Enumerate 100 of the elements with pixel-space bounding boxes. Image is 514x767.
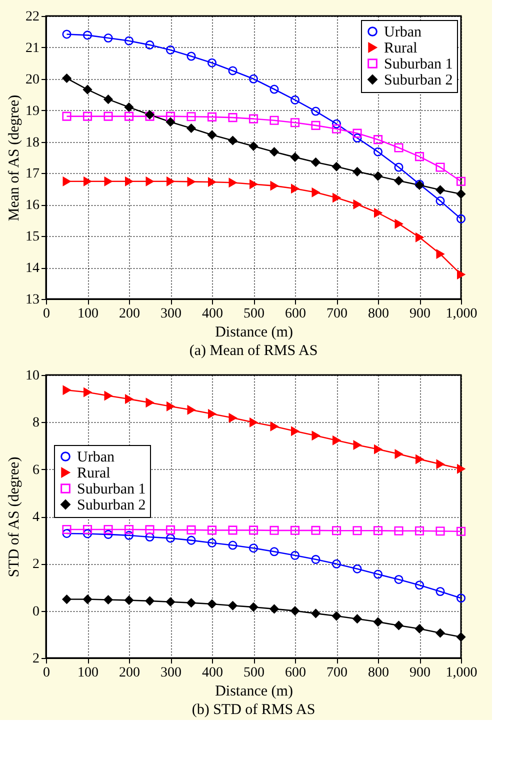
point bbox=[187, 405, 196, 414]
x-tick-label: 0 bbox=[43, 666, 50, 680]
point bbox=[207, 112, 217, 122]
point bbox=[290, 526, 300, 535]
point bbox=[146, 398, 154, 408]
point bbox=[373, 147, 383, 156]
point bbox=[270, 147, 279, 156]
point bbox=[352, 167, 362, 176]
x-axis-title: Distance (m) bbox=[215, 324, 293, 340]
point bbox=[104, 94, 113, 104]
point bbox=[270, 181, 278, 190]
point bbox=[332, 526, 342, 536]
point bbox=[436, 250, 444, 259]
legend-label: Urban bbox=[384, 24, 422, 40]
legend-label: Urban bbox=[77, 450, 115, 466]
y-tick-label: 16 bbox=[26, 198, 40, 214]
point bbox=[456, 464, 466, 474]
point bbox=[352, 128, 362, 138]
point bbox=[228, 136, 238, 146]
point bbox=[124, 596, 134, 605]
x-tick-label: 200 bbox=[119, 306, 140, 322]
point bbox=[436, 526, 445, 536]
y-tick-label: 22 bbox=[26, 10, 40, 24]
point bbox=[436, 185, 445, 194]
point bbox=[353, 200, 362, 209]
point bbox=[270, 604, 279, 614]
x-tick-label: 1,000 bbox=[446, 306, 478, 322]
x-tick-label: 400 bbox=[202, 306, 223, 322]
point bbox=[270, 84, 279, 94]
x-tick-label: 0 bbox=[43, 306, 50, 322]
point bbox=[82, 85, 92, 94]
point bbox=[228, 113, 238, 122]
point bbox=[332, 119, 342, 128]
point bbox=[207, 130, 217, 140]
point bbox=[207, 538, 217, 548]
x-tick-label: 500 bbox=[244, 666, 264, 680]
point bbox=[248, 526, 258, 535]
point bbox=[311, 608, 320, 618]
point bbox=[166, 534, 176, 543]
point bbox=[228, 178, 237, 188]
y-tick-label: 18 bbox=[26, 135, 40, 150]
point bbox=[124, 112, 134, 121]
point bbox=[436, 196, 445, 206]
point bbox=[352, 614, 362, 624]
point bbox=[104, 595, 113, 604]
point bbox=[456, 189, 466, 198]
point bbox=[62, 594, 72, 604]
point bbox=[124, 36, 134, 46]
point bbox=[456, 214, 466, 224]
point bbox=[186, 124, 196, 133]
point bbox=[456, 526, 466, 536]
y-tick-label: 2 bbox=[32, 652, 40, 666]
x-tick-label: 600 bbox=[285, 666, 306, 680]
point bbox=[248, 142, 258, 151]
point bbox=[186, 112, 196, 122]
point bbox=[394, 574, 404, 584]
point bbox=[104, 524, 113, 534]
point bbox=[373, 526, 383, 536]
point bbox=[124, 176, 134, 186]
point bbox=[290, 95, 300, 104]
point bbox=[62, 386, 71, 395]
point bbox=[187, 177, 196, 186]
point bbox=[82, 524, 92, 534]
x-tick-label: 700 bbox=[326, 306, 348, 322]
point bbox=[332, 124, 342, 134]
point bbox=[415, 454, 424, 464]
point bbox=[228, 526, 238, 535]
x-tick-label: 500 bbox=[244, 306, 264, 322]
x-tick-label: 900 bbox=[410, 666, 430, 680]
point bbox=[248, 544, 258, 553]
point bbox=[352, 564, 362, 574]
legend-label: Suburban 2 bbox=[384, 72, 453, 88]
x-tick-label: 300 bbox=[160, 666, 182, 680]
point bbox=[311, 526, 320, 535]
point bbox=[248, 114, 258, 124]
y-tick-label: 2 bbox=[32, 557, 40, 572]
x-tick-label: 400 bbox=[202, 666, 223, 680]
point bbox=[311, 106, 320, 116]
y-tick-label: 4 bbox=[32, 510, 40, 525]
point bbox=[394, 143, 404, 152]
point bbox=[186, 598, 196, 608]
y-tick-label: 13 bbox=[26, 292, 40, 308]
y-tick-label: 0 bbox=[32, 604, 40, 620]
point bbox=[207, 526, 217, 535]
legend-label: Suburban 1 bbox=[77, 482, 146, 498]
legend-label: Rural bbox=[77, 466, 110, 482]
point bbox=[436, 586, 445, 596]
legend-label: Rural bbox=[384, 40, 418, 56]
point bbox=[414, 580, 424, 590]
point bbox=[166, 402, 175, 411]
y-tick-label: 19 bbox=[26, 104, 40, 119]
point bbox=[270, 422, 278, 431]
point bbox=[166, 117, 176, 126]
point bbox=[104, 33, 113, 43]
text: (a) Mean of RMS AS bbox=[189, 343, 318, 359]
point bbox=[352, 133, 362, 143]
point bbox=[312, 188, 320, 197]
point bbox=[124, 530, 134, 540]
point bbox=[394, 449, 403, 459]
point bbox=[332, 559, 342, 568]
